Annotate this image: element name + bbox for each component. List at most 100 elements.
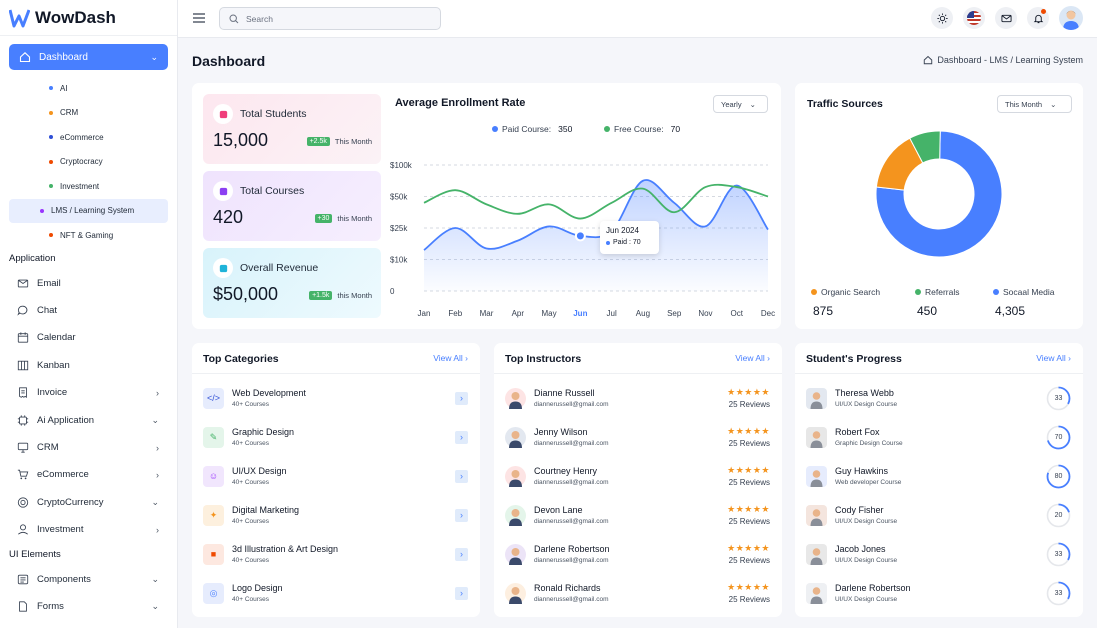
avatar [806, 387, 827, 409]
sidebar-item-label: CryptoCurrency [37, 496, 104, 508]
top-categories-card: Top Categories View All › </> Web Develop… [192, 343, 480, 617]
submenu-item[interactable]: NFT & Gaming [9, 223, 168, 248]
category-count: 40+ Courses [232, 557, 270, 564]
x-tick-label: Jan [418, 309, 431, 318]
section-ui-elements: UI Elements [9, 548, 61, 560]
notifications-button[interactable] [1027, 7, 1049, 29]
instructor-row[interactable]: Darlene Robertson diannerussell@gmail.com… [505, 539, 770, 569]
chevron-right-icon[interactable]: › [455, 469, 468, 483]
language-button[interactable] [963, 7, 985, 29]
sidebar-item-forms[interactable]: Forms ⌄ [0, 593, 177, 620]
review-count: 25 Reviews [728, 478, 770, 487]
traffic-title: Traffic Sources [807, 98, 883, 110]
progress-ring: 33 [1046, 542, 1071, 567]
chevron-right-icon[interactable]: › [455, 547, 468, 561]
sidebar-item-crm[interactable]: CRM › [0, 434, 177, 461]
sidebar-item-invoice[interactable]: Invoice › [0, 379, 177, 406]
logo[interactable]: WowDash [0, 0, 177, 36]
review-count: 25 Reviews [728, 556, 770, 565]
search-input[interactable]: Search [219, 7, 441, 30]
chevron-down-icon: ⌄ [151, 573, 159, 584]
instructor-row[interactable]: Ronald Richards diannerussell@gmail.com ★★… [505, 578, 770, 608]
highlight-point[interactable] [574, 230, 586, 242]
student-row[interactable]: Guy Hawkins Web developer Course 80 [806, 461, 1071, 491]
traffic-value: 4,305 [995, 304, 1026, 318]
sidebar-item-kanban[interactable]: Kanban [0, 352, 177, 379]
student-row[interactable]: Theresa Webb UI/UX Design Course 33 [806, 383, 1071, 413]
messages-button[interactable] [995, 7, 1017, 29]
dashboard-submenu: AI CRM eCommerce Cryptocracy Investment LMS /… [0, 76, 177, 248]
donut-slice-referrals[interactable] [909, 130, 941, 164]
bullet-dot [49, 159, 53, 164]
instructor-email: diannerussell@gmail.com [534, 557, 609, 564]
instructor-name: Dianne Russell [534, 388, 595, 398]
sidebar-item-investment[interactable]: Investment › [0, 516, 177, 543]
stat-card: Overall Revenue $50,000 +1.5k this Month [203, 248, 381, 318]
avatar [505, 387, 526, 409]
sidebar-item-label: Email [37, 277, 61, 289]
submenu-item[interactable]: LMS / Learning System [9, 198, 168, 223]
avatar [505, 465, 526, 487]
instructor-row[interactable]: Devon Lane diannerussell@gmail.com ★★★★★ 25… [505, 500, 770, 530]
student-row[interactable]: Darlene Robertson UI/UX Design Course 33 [806, 578, 1071, 608]
category-row[interactable]: </> Web Development 40+ Courses › [203, 383, 468, 413]
sidebar-item-chat[interactable]: Chat [0, 297, 177, 324]
instructors-view-all-link[interactable]: View All › [735, 353, 770, 363]
sidebar-item-components[interactable]: Components ⌄ [0, 565, 177, 592]
category-row[interactable]: ■ 3d Illustration & Art Design 40+ Courses… [203, 539, 468, 569]
submenu-item-label: CRM [60, 108, 79, 118]
stat-change-badge: +2.5k [306, 137, 330, 146]
robot-icon: ☺ [203, 465, 224, 487]
category-row[interactable]: ✎ Graphic Design 40+ Courses › [203, 422, 468, 452]
chevron-right-icon[interactable]: › [455, 508, 468, 522]
sidebar-item-cryptocurrency[interactable]: CryptoCurrency ⌄ [0, 489, 177, 516]
monitor-icon [17, 442, 29, 454]
sidebar-item-ai-application[interactable]: Ai Application ⌄ [0, 406, 177, 433]
sidebar-item-dashboard[interactable]: Dashboard ⌄ [9, 44, 168, 70]
traffic-period-select[interactable]: This Month ⌄ [997, 95, 1072, 113]
chat-icon [17, 305, 29, 317]
submenu-item[interactable]: eCommerce [9, 125, 168, 150]
instructor-row[interactable]: Jenny Wilson diannerussell@gmail.com ★★★★★… [505, 422, 770, 452]
notification-dot [1041, 9, 1046, 14]
bullet-dot [40, 208, 44, 213]
student-row[interactable]: Robert Fox Graphic Design Course 70 [806, 422, 1071, 452]
category-row[interactable]: ◎ Logo Design 40+ Courses › [203, 578, 468, 608]
instructor-row[interactable]: Dianne Russell diannerussell@gmail.com ★★★… [505, 383, 770, 413]
submenu-item[interactable]: Cryptocracy [9, 150, 168, 175]
rating-stars-icon: ★★★★★ [727, 465, 770, 475]
progress-ring: 80 [1046, 464, 1071, 489]
menu-toggle-icon[interactable] [193, 10, 205, 28]
submenu-item[interactable]: Investment [9, 174, 168, 199]
enrollment-period-select[interactable]: Yearly ⌄ [713, 95, 768, 113]
chevron-right-icon: › [156, 387, 159, 398]
traffic-legend-item: Organic Search [811, 287, 880, 297]
student-course: UI/UX Design Course [835, 557, 898, 564]
sidebar-item-ecommerce[interactable]: eCommerce › [0, 461, 177, 488]
instructor-row[interactable]: Courtney Henry diannerussell@gmail.com ★★★… [505, 461, 770, 491]
theme-toggle-button[interactable] [931, 7, 953, 29]
submenu-item[interactable]: CRM [9, 101, 168, 126]
sidebar-item-email[interactable]: Email [0, 270, 177, 297]
avatar[interactable] [1059, 6, 1083, 30]
sidebar-item-label: Components [37, 573, 91, 585]
chevron-right-icon[interactable]: › [455, 586, 468, 600]
breadcrumb-text[interactable]: Dashboard - LMS / Learning System [937, 55, 1083, 65]
chevron-right-icon[interactable]: › [455, 430, 468, 444]
category-row[interactable]: ✦ Digital Marketing 40+ Courses › [203, 500, 468, 530]
chevron-right-icon[interactable]: › [455, 391, 468, 405]
student-row[interactable]: Cody Fisher UI/UX Design Course 20 [806, 500, 1071, 530]
sidebar-item-calendar[interactable]: Calendar [0, 324, 177, 351]
stat-card: Total Students 15,000 +2.5k This Month [203, 94, 381, 164]
stat-change-badge: +1.5k [309, 291, 333, 300]
student-row[interactable]: Jacob Jones UI/UX Design Course 33 [806, 539, 1071, 569]
submenu-item[interactable]: AI [9, 76, 168, 101]
instructor-name: Jenny Wilson [534, 427, 588, 437]
donut-slice-socaal-media[interactable] [875, 130, 1003, 258]
categories-view-all-link[interactable]: View All › [433, 353, 468, 363]
sidebar-item-label: Chat [37, 305, 58, 317]
chevron-down-icon: ⌄ [151, 414, 159, 425]
chevron-right-icon: › [156, 442, 159, 453]
progress-view-all-link[interactable]: View All › [1036, 353, 1071, 363]
category-row[interactable]: ☺ UI/UX Design 40+ Courses › [203, 461, 468, 491]
